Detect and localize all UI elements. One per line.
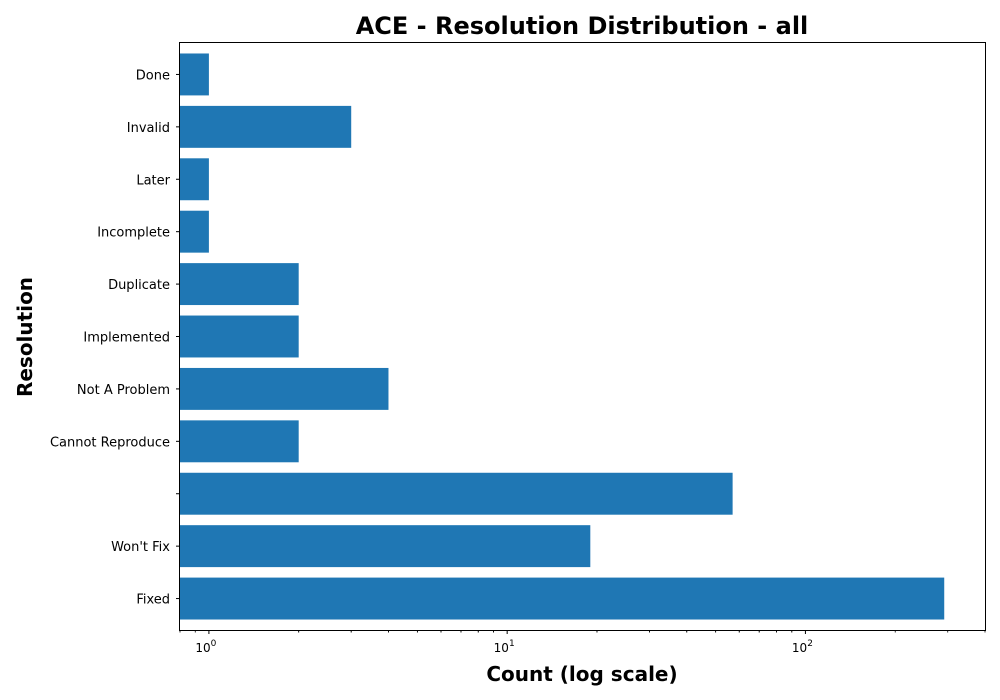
x-tick-label: 101 bbox=[494, 639, 515, 655]
bar-implemented bbox=[180, 315, 299, 358]
y-tick-label: Implemented bbox=[83, 331, 170, 346]
y-axis-ticks: Fixed Won't Fix Cannot Reproduce Not A Prob… bbox=[50, 68, 180, 608]
bar-won-t-fix bbox=[180, 525, 591, 568]
x-axis-ticks: 100 101 102 bbox=[179, 630, 986, 655]
bar-fixed bbox=[180, 577, 945, 620]
bars-group bbox=[180, 53, 945, 620]
bar-unlabeled bbox=[180, 472, 733, 515]
bar-cannot-reproduce bbox=[180, 420, 299, 463]
bar-later bbox=[180, 158, 209, 201]
bar-not-a-problem bbox=[180, 367, 389, 410]
y-tick-label: Not A Problem bbox=[77, 383, 170, 398]
x-tick-label: 102 bbox=[792, 639, 813, 655]
y-tick-label: Cannot Reproduce bbox=[50, 435, 170, 450]
y-tick-label: Duplicate bbox=[108, 278, 170, 293]
y-tick-label: Later bbox=[136, 173, 170, 188]
bar-incomplete bbox=[180, 210, 209, 253]
x-axis-label: Count (log scale) bbox=[486, 662, 677, 686]
y-tick-label: Done bbox=[136, 68, 170, 83]
y-tick-label: Fixed bbox=[136, 593, 170, 608]
chart-title: ACE - Resolution Distribution - all bbox=[356, 12, 809, 40]
bar-invalid bbox=[180, 105, 352, 148]
y-tick-label: Invalid bbox=[127, 121, 170, 136]
bar-done bbox=[180, 53, 209, 96]
y-tick-label: Won't Fix bbox=[111, 540, 170, 555]
y-tick-label: Incomplete bbox=[97, 226, 170, 241]
bar-duplicate bbox=[180, 263, 299, 306]
x-tick-label: 100 bbox=[195, 639, 216, 655]
plot-frame bbox=[179, 42, 986, 631]
y-axis-label: Resolution bbox=[13, 277, 37, 397]
